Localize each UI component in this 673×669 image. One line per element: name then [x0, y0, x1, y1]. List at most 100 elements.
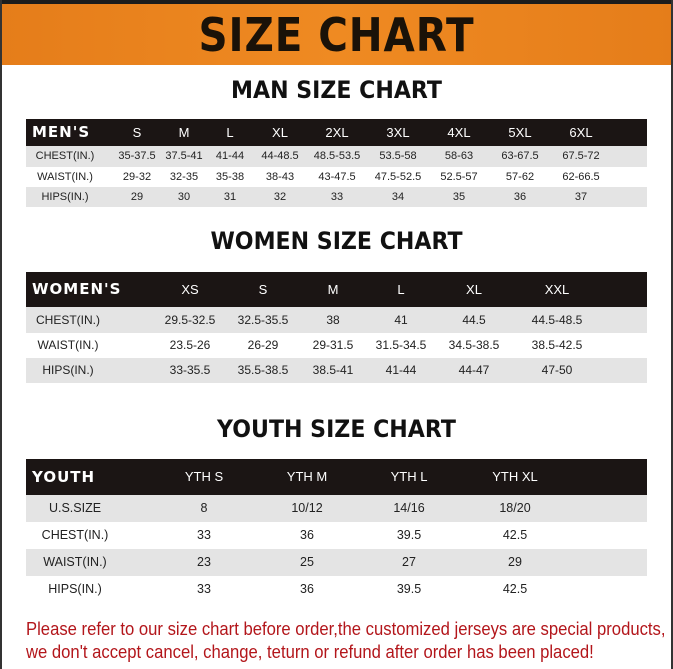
measurement-cell: 18/20: [499, 501, 531, 515]
table-row: CHEST(IN.) 33 36 39.5 42.5: [26, 522, 647, 549]
measurement-cell: 32.5-35.5: [237, 313, 289, 327]
size-header-cell: XXL: [544, 282, 570, 297]
measurement-cell: 52.5-57: [440, 171, 478, 183]
measurement-cell: 29: [130, 191, 144, 203]
measurement-cell: 26-29: [247, 338, 279, 352]
size-header-cell: 4XL: [447, 125, 471, 140]
measurement-cell: 39.5: [396, 582, 422, 596]
measurement-cell: 35.5-38.5: [237, 363, 289, 377]
right-border: [671, 0, 673, 669]
measurement-cell: 25: [300, 555, 314, 569]
measurement-cell: 41-44: [215, 150, 245, 162]
measurement-cell: 44.5: [462, 313, 486, 327]
size-header-cell: XL: [466, 282, 482, 297]
measurement-cell: 57-62: [505, 171, 535, 183]
measurement-cell: 63-67.5: [501, 150, 539, 162]
measurement-cell: 33: [330, 191, 344, 203]
left-border: [0, 0, 2, 669]
measurement-cell: 10/12: [291, 501, 323, 515]
size-header-cell: S: [132, 125, 142, 140]
measurement-cell: 8: [200, 501, 208, 515]
men-size-table: MEN'S S M L XL 2XL 3XL 4XL 5XL 6XL CHEST(IN.) 35-37…: [26, 119, 647, 207]
youth-size-table: YOUTH YTH S YTH M YTH L YTH XL U.S.SIZE 8 10/12…: [26, 459, 647, 602]
measurement-cell: 27: [402, 555, 416, 569]
measurement-cell: 29: [508, 555, 522, 569]
measurement-cell: 41-44: [385, 363, 417, 377]
measurement-cell: 37.5-41: [165, 150, 203, 162]
table-title-cell: WOMEN'S: [32, 280, 122, 298]
women-size-table: WOMEN'S XS S M L XL XXL CHEST(IN.) 29.5-32.5 32.5…: [26, 272, 647, 383]
size-header-cell: S: [258, 282, 268, 297]
measurement-cell: 34: [391, 191, 405, 203]
measurement-cell: 58-63: [444, 150, 474, 162]
size-header-cell: YTH L: [390, 469, 428, 484]
measurement-cell: 30: [177, 191, 191, 203]
measurement-cell: 38-43: [265, 171, 295, 183]
row-label: WAIST(IN.): [37, 338, 99, 352]
table-row: U.S.SIZE 8 10/12 14/16 18/20: [26, 495, 647, 522]
measurement-cell: 29-31.5: [312, 338, 354, 352]
size-header-cell: 6XL: [569, 125, 593, 140]
row-label: CHEST(IN.): [35, 150, 95, 162]
measurement-cell: 44-48.5: [261, 150, 299, 162]
row-label: HIPS(IN.): [42, 363, 94, 377]
measurement-cell: 14/16: [393, 501, 425, 515]
table-row: HIPS(IN.) 33 36 39.5 42.5: [26, 576, 647, 602]
table-row: CHEST(IN.) 35-37.5 37.5-41 41-44 44-48.5 48.5…: [26, 146, 647, 167]
measurement-cell: 38.5-41: [312, 363, 354, 377]
measurement-cell: 33: [197, 528, 211, 542]
measurement-cell: 67.5-72: [562, 150, 600, 162]
measurement-cell: 36: [300, 582, 314, 596]
row-label: CHEST(IN.): [36, 313, 100, 327]
measurement-cell: 38.5-42.5: [531, 338, 583, 352]
size-header-cell: XS: [181, 282, 199, 297]
measurement-cell: 23.5-26: [169, 338, 211, 352]
table-row: WAIST(IN.) 23.5-26 26-29 29-31.5 31.5-34.5 34…: [26, 333, 647, 358]
measurement-cell: 31.5-34.5: [375, 338, 427, 352]
table-row: HIPS(IN.) 33-35.5 35.5-38.5 38.5-41 41-44 44-…: [26, 358, 647, 383]
size-header-cell: YTH M: [286, 469, 328, 484]
table-title-cell: MEN'S: [32, 123, 91, 141]
size-header-cell: L: [397, 282, 405, 297]
measurement-cell: 35-38: [215, 171, 245, 183]
measurement-cell: 44.5-48.5: [531, 313, 583, 327]
measurement-cell: 33-35.5: [169, 363, 211, 377]
table-title-cell: YOUTH: [32, 468, 96, 486]
measurement-cell: 36: [300, 528, 314, 542]
size-header-cell: 5XL: [508, 125, 532, 140]
banner-title: SIZE CHART: [198, 8, 475, 62]
measurement-cell: 43-47.5: [318, 171, 356, 183]
size-header-cell: 3XL: [386, 125, 410, 140]
measurement-cell: 48.5-53.5: [313, 150, 361, 162]
size-header-cell: M: [178, 125, 190, 140]
measurement-cell: 38: [326, 313, 340, 327]
measurement-cell: 32-35: [169, 171, 199, 183]
row-label: CHEST(IN.): [41, 528, 109, 542]
header-row: WOMEN'S XS S M L XL XXL: [26, 272, 647, 307]
measurement-cell: 23: [197, 555, 211, 569]
row-label: HIPS(IN.): [48, 582, 102, 596]
measurement-cell: 31: [223, 191, 237, 203]
measurement-cell: 36: [513, 191, 527, 203]
measurement-cell: 44-47: [458, 363, 490, 377]
table-row: HIPS(IN.) 29 30 31 32 33 34 35 36 37: [26, 187, 647, 207]
size-header-cell: XL: [272, 125, 288, 140]
row-label: HIPS(IN.): [41, 191, 89, 203]
men-title: MAN SIZE CHART: [231, 76, 442, 104]
top-border: [0, 0, 673, 4]
measurement-cell: 33: [197, 582, 211, 596]
header-row: YOUTH YTH S YTH M YTH L YTH XL: [26, 459, 647, 495]
measurement-cell: 32: [273, 191, 287, 203]
note-line-2: we don't accept cancel, change, teturn o…: [26, 641, 594, 662]
measurement-cell: 47-50: [541, 363, 573, 377]
note-line-1: Please refer to our size chart before or…: [26, 618, 666, 639]
table-row: WAIST(IN.) 29-32 32-35 35-38 38-43 43-47.5 47.…: [26, 167, 647, 187]
size-chart-banner: SIZE CHART: [0, 4, 673, 65]
measurement-cell: 29.5-32.5: [164, 313, 216, 327]
table-row: WAIST(IN.) 23 25 27 29: [26, 549, 647, 576]
row-label: WAIST(IN.): [37, 171, 93, 183]
table-row: CHEST(IN.) 29.5-32.5 32.5-35.5 38 41 44.5 44.5…: [26, 307, 647, 333]
row-label: U.S.SIZE: [48, 501, 102, 515]
measurement-cell: 37: [574, 191, 588, 203]
measurement-cell: 39.5: [396, 528, 422, 542]
